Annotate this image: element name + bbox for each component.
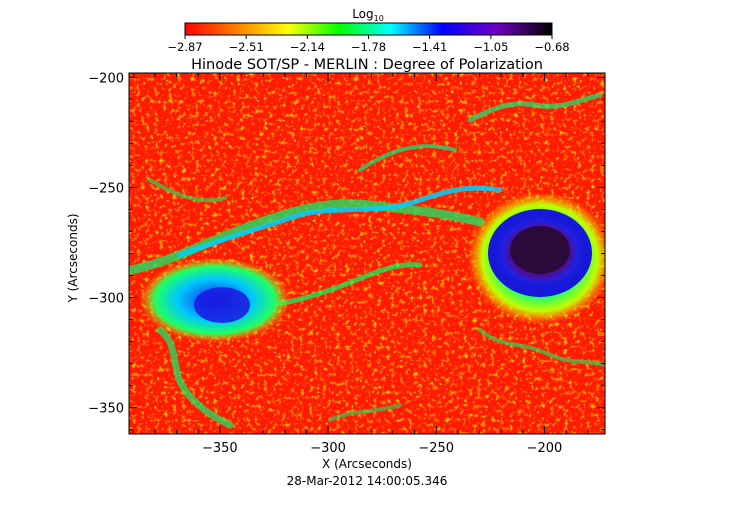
x-tick-label: −350 <box>202 441 238 456</box>
plage-core <box>194 287 250 323</box>
date-label: 28-Mar-2012 14:00:05.346 <box>287 474 448 488</box>
colorbar-ticks: −2.87 −2.51 −2.14 −1.78 −1.41 −1.05 −0.68 <box>167 35 570 54</box>
chart-title: Hinode SOT/SP - MERLIN : Degree of Polar… <box>191 57 543 73</box>
x-axis-label: X (Arcseconds) <box>322 457 412 471</box>
x-tick-label: −200 <box>527 441 563 456</box>
y-tick-label: −250 <box>88 181 124 196</box>
x-tick-label: −250 <box>418 441 454 456</box>
y-axis-ticks: −200 −250 −300 −350 <box>88 71 605 431</box>
colorbar-tick-label: −1.78 <box>351 40 386 54</box>
colorbar-tick-label: −2.87 <box>167 40 202 54</box>
y-axis-label: Y (Arcseconds) <box>66 213 80 303</box>
colorbar-tick-label: −0.68 <box>534 40 569 54</box>
y-tick-label: −350 <box>88 402 124 417</box>
polarization-map <box>129 73 605 434</box>
colorbar-tick-label: −2.51 <box>229 40 264 54</box>
colorbar-tick-label: −1.41 <box>412 40 447 54</box>
colorbar-tick-label: −2.14 <box>290 40 325 54</box>
x-tick-label: −300 <box>310 441 346 456</box>
y-tick-label: −200 <box>88 71 124 86</box>
colorbar-tick-label: −1.05 <box>473 40 508 54</box>
y-tick-label: −300 <box>88 292 124 307</box>
colorbar <box>184 22 553 36</box>
network-lanes <box>129 92 605 429</box>
x-axis-ticks: −350 −300 −250 −200 <box>132 73 589 456</box>
sunspot-core <box>510 226 570 274</box>
colorbar-label: Log10 <box>352 7 384 23</box>
